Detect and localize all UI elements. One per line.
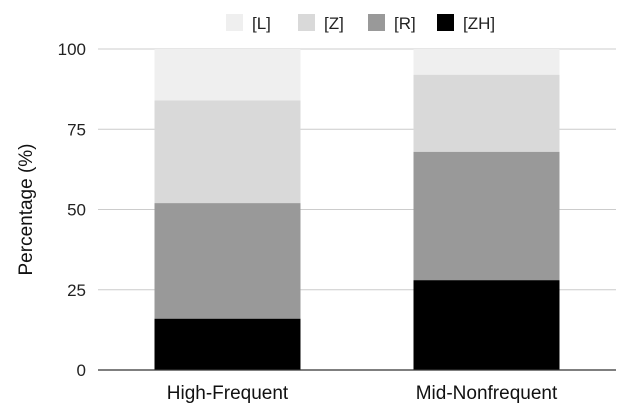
x-category-label: Mid-Nonfrequent <box>416 383 558 404</box>
y-tick-label: 50 <box>67 201 86 220</box>
legend-label: [L] <box>252 14 271 33</box>
bar-segment <box>154 100 301 204</box>
y-tick-label: 100 <box>58 40 86 59</box>
bar-segment <box>154 49 301 101</box>
y-axis-ticks: 0 25 50 75 100 <box>58 40 86 380</box>
legend-swatch <box>298 14 315 31</box>
x-category-label: High-Frequent <box>167 383 289 404</box>
bars <box>154 49 560 370</box>
legend-swatch <box>226 14 243 31</box>
legend-swatch <box>437 14 454 31</box>
bar-segment <box>413 49 560 75</box>
bar-segment <box>413 74 560 152</box>
y-tick-label: 75 <box>67 120 86 139</box>
y-axis-title: Percentage (%) <box>16 143 37 275</box>
legend-label: [ZH] <box>463 14 495 33</box>
bar-segment <box>413 151 560 281</box>
y-tick-label: 25 <box>67 281 86 300</box>
legend: [L] [Z] [R] [ZH] <box>226 14 495 33</box>
bar-segment <box>154 318 301 370</box>
x-axis-categories: High-Frequent Mid-Nonfrequent <box>167 383 558 404</box>
bar-segment <box>154 203 301 319</box>
legend-swatch <box>368 14 385 31</box>
y-tick-label: 0 <box>77 361 86 380</box>
legend-label: [Z] <box>324 14 344 33</box>
legend-label: [R] <box>394 14 416 33</box>
bar-segment <box>413 280 560 370</box>
